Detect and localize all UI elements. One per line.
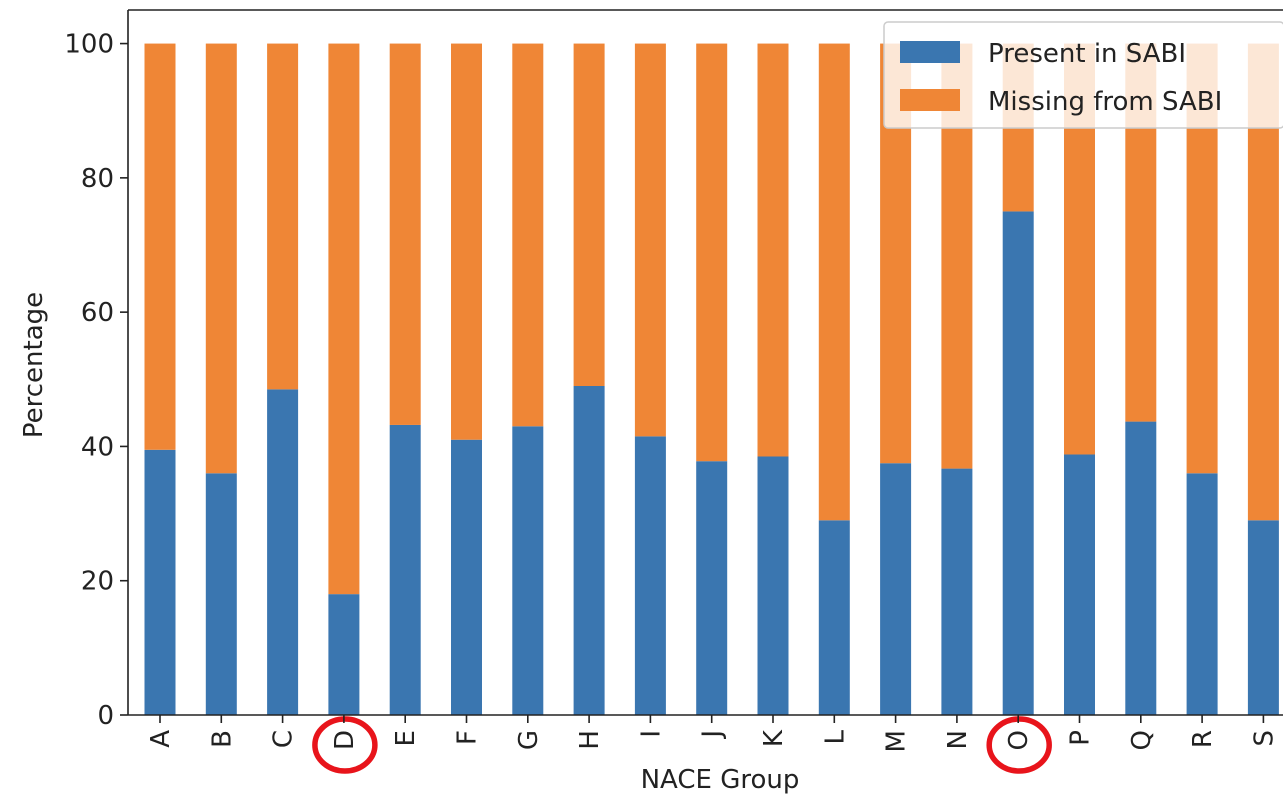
x-tick-label-E: E	[391, 730, 421, 746]
bar-present-J	[696, 461, 728, 715]
highlight-circle-O	[986, 716, 1052, 774]
bar-missing-I	[634, 43, 666, 437]
highlight-circle-D	[312, 716, 378, 774]
bar-missing-C	[267, 43, 299, 390]
y-tick-label-60: 60	[81, 298, 114, 328]
bar-present-I	[634, 436, 666, 715]
bar-missing-E	[389, 43, 421, 425]
bar-present-L	[818, 520, 850, 715]
x-tick-label-Q: Q	[1127, 730, 1157, 750]
x-tick-label-I: I	[636, 730, 666, 738]
x-tick-label-O: O	[1004, 730, 1034, 750]
legend-swatch-present	[900, 41, 960, 63]
bar-missing-J	[696, 43, 728, 462]
x-tick-label-B: B	[207, 730, 237, 748]
x-tick-label-P: P	[1066, 730, 1096, 746]
bar-present-D	[328, 594, 360, 715]
x-tick-label-D: D	[330, 730, 360, 750]
x-tick-label-R: R	[1188, 730, 1218, 748]
y-axis-title: Percentage	[19, 292, 49, 438]
x-tick-label-J: J	[698, 730, 728, 740]
bar-present-Q	[1125, 421, 1157, 715]
bar-missing-F	[451, 43, 482, 440]
y-tick-label-40: 40	[81, 432, 114, 462]
bar-missing-G	[512, 43, 544, 427]
bar-present-O	[1002, 211, 1034, 715]
x-tick-label-H: H	[575, 730, 605, 750]
x-axis: A B C D E F G H I J K L M N O P Q R S	[146, 715, 1279, 752]
bar-present-G	[512, 426, 544, 715]
y-tick-label-100: 100	[64, 30, 114, 60]
bar-missing-B	[205, 43, 237, 474]
bar-present-B	[205, 473, 237, 715]
bar-missing-H	[573, 43, 605, 386]
y-tick-label-80: 80	[81, 164, 114, 194]
bar-present-H	[573, 386, 605, 715]
x-axis-title: NACE Group	[641, 765, 800, 795]
bar-present-F	[451, 439, 482, 715]
x-tick-label-A: A	[146, 730, 176, 748]
x-tick-label-S: S	[1249, 730, 1279, 747]
legend-swatch-missing	[900, 89, 960, 111]
bar-present-S	[1247, 520, 1279, 715]
bar-present-C	[267, 389, 299, 715]
legend-label-present: Present in SABI	[988, 39, 1186, 69]
bar-missing-K	[757, 43, 789, 457]
bar-present-R	[1186, 473, 1218, 715]
bar-present-K	[757, 456, 789, 715]
bar-present-A	[144, 449, 176, 715]
bar-present-N	[941, 468, 973, 715]
x-tick-label-M: M	[882, 730, 912, 752]
bar-present-P	[1064, 454, 1095, 715]
x-tick-label-C: C	[269, 730, 299, 748]
legend: Present in SABI Missing from SABI	[883, 21, 1283, 129]
x-tick-label-F: F	[453, 730, 483, 745]
x-tick-label-G: G	[514, 730, 544, 750]
legend-frame	[883, 21, 1283, 129]
x-tick-label-L: L	[820, 730, 850, 745]
bar-missing-A	[144, 43, 176, 450]
y-axis: 0 20 40 60 80 100	[64, 30, 128, 731]
x-tick-label-K: K	[759, 729, 789, 747]
highlight-group	[312, 716, 1052, 774]
bar-missing-L	[818, 43, 850, 521]
bar-present-E	[389, 424, 421, 715]
bar-missing-D	[328, 43, 360, 595]
x-tick-label-N: N	[943, 730, 973, 749]
bar-present-M	[880, 463, 912, 715]
legend-label-missing: Missing from SABI	[988, 87, 1222, 117]
y-tick-label-20: 20	[81, 567, 114, 597]
y-tick-label-0: 0	[97, 701, 114, 731]
